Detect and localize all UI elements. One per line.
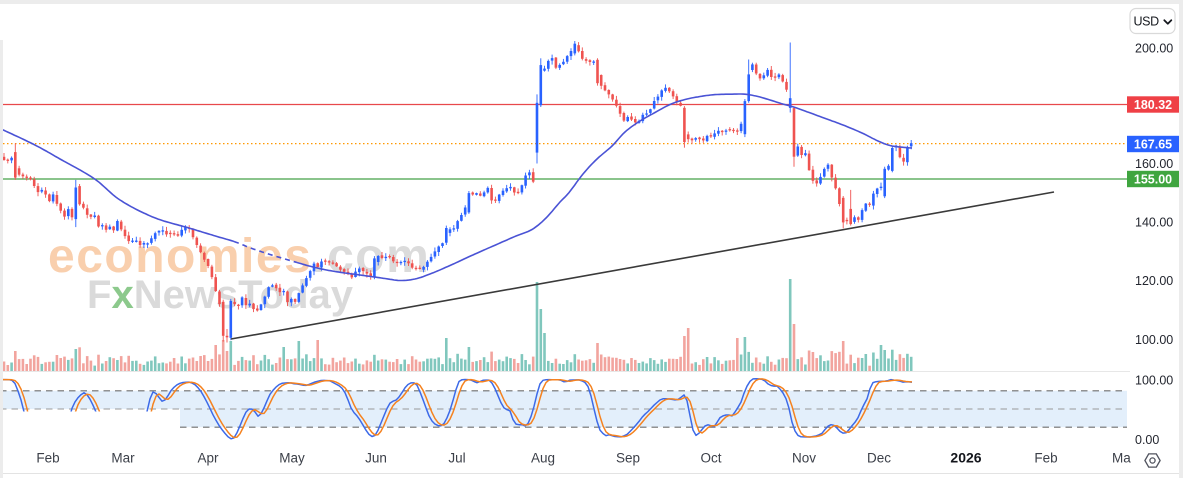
svg-text:100.00: 100.00 (1135, 374, 1173, 388)
svg-text:160.00: 160.00 (1135, 157, 1173, 171)
svg-text:180.32: 180.32 (1134, 98, 1172, 112)
svg-text:167.65: 167.65 (1134, 137, 1172, 151)
svg-text:May: May (279, 451, 305, 466)
svg-text:Aug: Aug (531, 451, 555, 466)
svg-text:Dec: Dec (867, 451, 891, 466)
svg-text:0.00: 0.00 (1135, 433, 1159, 447)
svg-text:Jun: Jun (365, 451, 387, 466)
svg-text:Ma: Ma (1112, 451, 1131, 466)
svg-text:Apr: Apr (197, 451, 219, 466)
svg-text:Sep: Sep (616, 451, 640, 466)
svg-text:Feb: Feb (1034, 451, 1057, 466)
svg-text:140.00: 140.00 (1135, 216, 1173, 230)
svg-text:100.00: 100.00 (1135, 333, 1173, 347)
svg-text:Oct: Oct (700, 451, 721, 466)
svg-text:2026: 2026 (950, 450, 981, 466)
svg-text:USD: USD (1134, 15, 1160, 29)
svg-text:120.00: 120.00 (1135, 274, 1173, 288)
svg-text:155.00: 155.00 (1134, 172, 1172, 186)
svg-text:economies.com: economies.com (48, 230, 430, 283)
svg-text:FxNewsToday: FxNewsToday (87, 273, 354, 317)
svg-text:Mar: Mar (111, 451, 135, 466)
svg-text:200.00: 200.00 (1135, 42, 1173, 56)
svg-text:Jul: Jul (448, 451, 465, 466)
svg-text:Feb: Feb (36, 451, 59, 466)
svg-text:Nov: Nov (792, 451, 816, 466)
